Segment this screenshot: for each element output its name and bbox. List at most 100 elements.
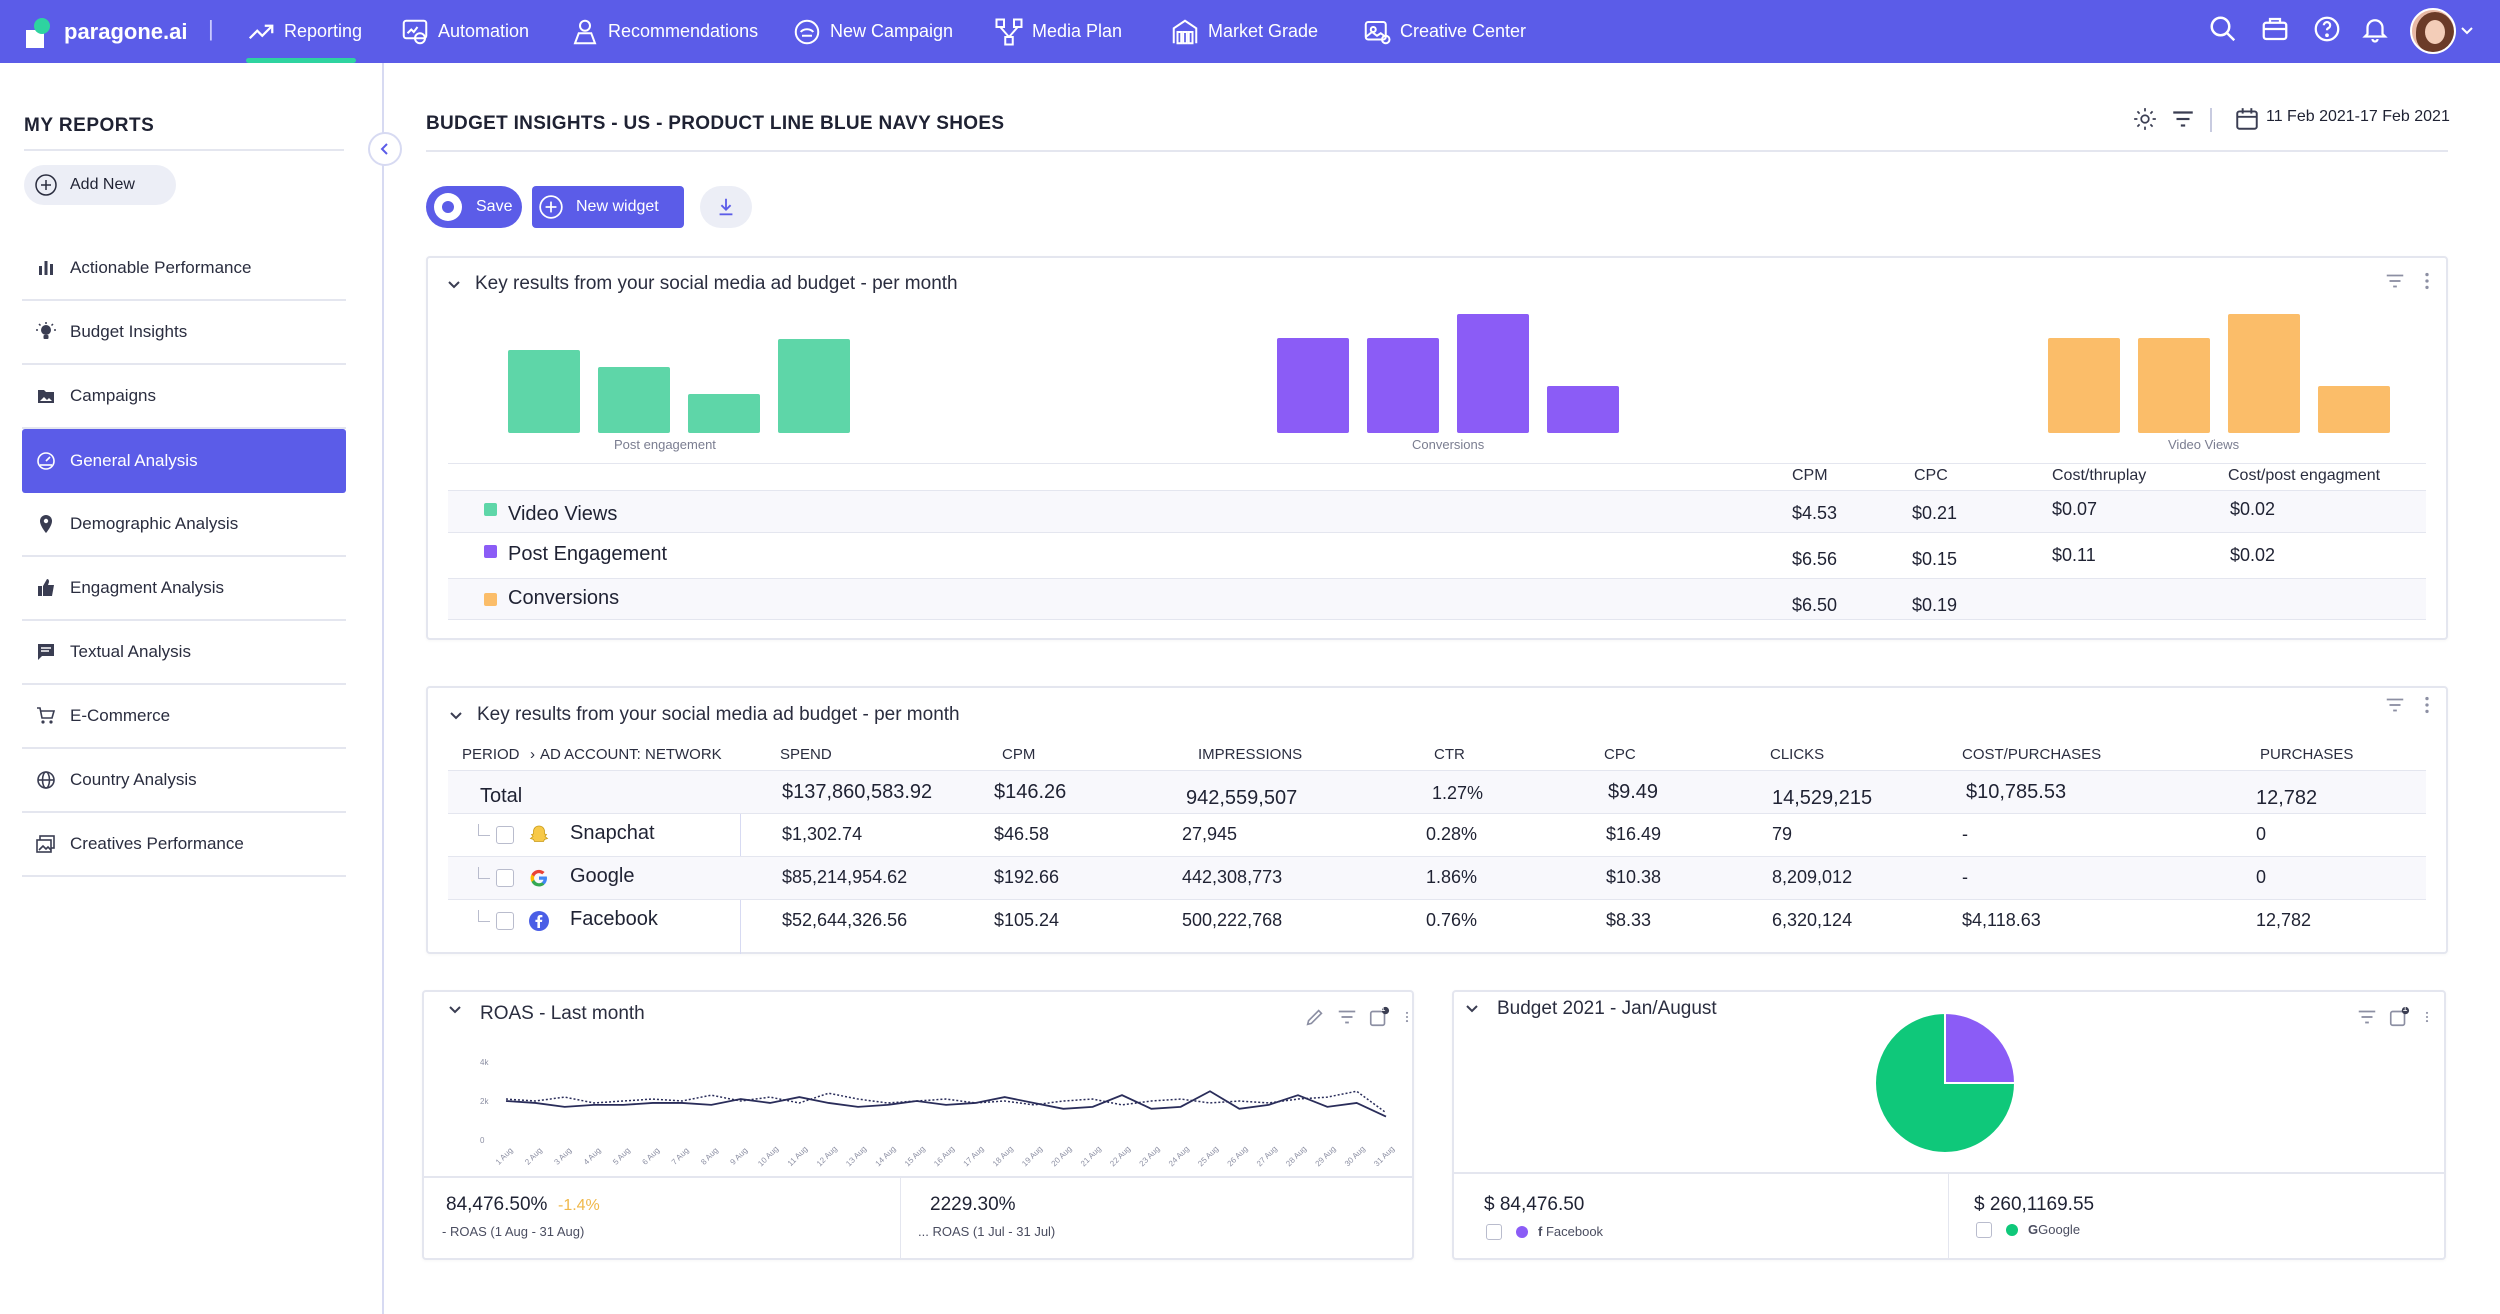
more-vertical-icon[interactable] [2416,694,2438,716]
sidebar-item-creatives-performance[interactable]: Creatives Performance [22,813,346,877]
row-checkbox[interactable] [496,826,514,844]
notes-icon[interactable] [1368,1006,1390,1028]
bar[interactable] [598,367,670,433]
nav-automation[interactable]: Automation [400,0,529,63]
more-vertical-icon[interactable] [2416,270,2438,292]
sidebar-item-engagment-analysis[interactable]: Engagment Analysis [22,557,346,621]
nav-market-grade[interactable]: Market Grade [1170,0,1318,63]
creatives-icon [36,835,55,853]
sidebar-item-e-commerce[interactable]: E-Commerce [22,685,346,749]
google-icon [530,869,547,887]
filter-icon[interactable] [2170,106,2196,132]
chevron-down-icon[interactable] [446,706,466,726]
collapse-sidebar-button[interactable] [368,132,402,166]
nav-recommendations[interactable]: Recommendations [570,0,758,63]
widget-network-breakdown [426,686,2448,954]
bar[interactable] [778,339,850,433]
x-tick-label: 14 Aug [874,1144,898,1168]
series-line[interactable] [505,1090,1387,1118]
nav-media-plan[interactable]: Media Plan [994,0,1122,63]
sidebar-item-general-analysis[interactable]: General Analysis [22,429,346,493]
y-tick-label: 2k [480,1097,489,1106]
nav-reporting[interactable]: Reporting [246,0,362,63]
logo-separator: | [208,16,214,41]
row-name: Total [480,785,523,807]
bar[interactable] [2138,338,2210,433]
chevron-down-icon[interactable] [2460,24,2474,38]
cell-ctr: 0.76% [1426,910,1478,930]
x-tick-label: 16 Aug [932,1144,956,1168]
avatar[interactable] [2410,8,2456,54]
more-vertical-icon[interactable] [1400,1006,1414,1028]
notes-icon[interactable] [2388,1006,2410,1028]
bell-icon[interactable] [2360,14,2390,44]
row-checkbox[interactable] [496,869,514,887]
calendar-icon[interactable] [2234,106,2260,132]
cell-spend: $1,302.74 [782,824,863,844]
column-header: PURCHASES [2260,746,2354,763]
legend-checkbox[interactable] [1976,1222,1992,1238]
date-range[interactable]: 11 Feb 2021-17 Feb 2021 [2266,108,2450,125]
sidebar-item-label: Budget Insights [70,322,188,341]
sidebar-item-budget-insights[interactable]: Budget Insights [22,301,346,365]
bar[interactable] [508,350,580,433]
roas-current-label: - ROAS (1 Aug - 31 Aug) [442,1224,585,1239]
chevron-down-icon[interactable] [444,275,464,295]
nav-new-campaign[interactable]: New Campaign [792,0,953,63]
bar[interactable] [1277,338,1349,433]
bar[interactable] [688,393,760,433]
help-icon[interactable] [2312,14,2342,44]
sidebar-item-textual-analysis[interactable]: Textual Analysis [22,621,346,685]
cell-clicks: 14,529,215 [1772,787,1873,809]
filter-icon[interactable] [2384,694,2406,716]
row-checkbox[interactable] [496,912,514,930]
series-line[interactable] [505,1090,1387,1114]
pie-slice-facebook[interactable] [1944,1011,2017,1084]
x-tick-label: 12 Aug [815,1144,839,1168]
filter-icon[interactable] [2356,1006,2378,1028]
nav-creative-center[interactable]: Creative Center [1362,0,1526,63]
edit-icon[interactable] [1304,1006,1326,1028]
x-tick-label: 5 Aug [611,1146,632,1167]
chevron-down-icon[interactable] [1462,999,1482,1019]
x-tick-label: 6 Aug [640,1146,661,1167]
column-header-account[interactable]: AD ACCOUNT: NETWORK [540,746,722,763]
search-icon[interactable] [2208,14,2238,44]
divider [1948,1174,1949,1258]
sidebar-item-actionable-performance[interactable]: Actionable Performance [22,237,346,301]
filter-icon[interactable] [1336,1006,1358,1028]
cell-purchases: 0 [2256,824,2267,844]
new-widget-button[interactable]: New widget [532,186,684,228]
pie-slice-google[interactable] [1874,1011,2017,1154]
x-tick-label: 21 Aug [1079,1144,1103,1168]
legend-checkbox[interactable] [1486,1224,1502,1240]
logo[interactable]: paragone.ai [22,10,222,54]
add-new-button[interactable]: Add New [24,165,176,205]
cell-purchases: 12,782 [2256,910,2312,930]
briefcase-icon[interactable] [2260,14,2290,44]
bar[interactable] [2318,386,2390,433]
legend-swatch [484,593,497,606]
x-tick-label: 24 Aug [1167,1144,1191,1168]
bar[interactable] [2228,313,2300,433]
download-button[interactable] [700,186,752,228]
x-tick-label: 10 Aug [756,1144,780,1168]
gear-icon[interactable] [2132,106,2158,132]
more-vertical-icon[interactable] [2420,1006,2434,1028]
gauge-icon [37,452,55,470]
bar[interactable] [1367,338,1439,433]
sidebar-item-campaigns[interactable]: Campaigns [22,365,346,429]
filter-icon[interactable] [2384,270,2406,292]
bar[interactable] [1547,386,1619,433]
save-toggle[interactable]: Save [426,186,522,228]
sidebar-item-country-analysis[interactable]: Country Analysis [22,749,346,813]
bar[interactable] [2048,338,2120,433]
x-tick-label: 26 Aug [1226,1144,1250,1168]
divider [900,1178,901,1258]
column-header-period[interactable]: PERIOD [462,746,520,763]
chevron-down-icon[interactable] [445,1000,465,1020]
trend-up-icon [248,24,274,39]
lightbulb-icon [36,322,56,339]
sidebar-item-demographic-analysis[interactable]: Demographic Analysis [22,493,346,557]
bar[interactable] [1457,313,1529,433]
